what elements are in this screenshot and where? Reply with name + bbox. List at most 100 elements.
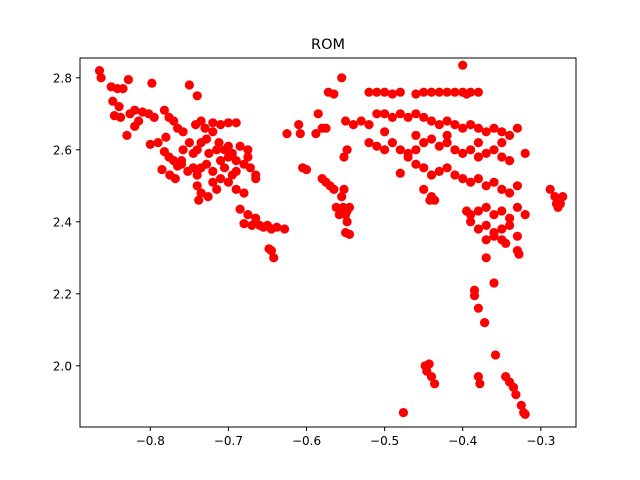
scatter-point [109,111,119,121]
scatter-point [395,145,405,155]
scatter-point [419,112,429,122]
scatter-point [387,138,397,148]
scatter-point [231,184,241,194]
scatter-point [473,174,483,184]
scatter-point [475,379,485,389]
scatter-point [203,192,213,202]
scatter-point [411,159,421,169]
scatter-point [192,91,202,101]
scatter-point [430,195,440,205]
scatter-point [545,184,555,194]
scatter-point [466,217,476,227]
scatter-point [458,123,468,133]
scatter-point [201,134,212,144]
scatter-point [512,123,523,133]
scatter-point [266,246,276,256]
scatter-point [295,129,305,139]
scatter-point [481,253,491,263]
scatter-point [192,170,202,180]
scatter-point [395,168,405,178]
scatter-point [313,109,323,119]
scatter-point [489,210,499,220]
scatter-point [481,235,491,245]
scatter-point [223,152,233,162]
scatter-point [411,89,421,99]
scatter-point [550,192,560,202]
scatter-point [473,138,483,148]
scatter-point [469,291,480,301]
scatter-point [411,130,421,140]
scatter-point [219,163,230,173]
scatter-point [489,177,499,187]
scatter-point [342,145,352,155]
scatter-point [426,116,437,126]
x-tick-label: −0.4 [448,434,477,448]
scatter-point [272,222,282,232]
scatter-point [364,138,374,148]
scatter-point [450,145,460,155]
y-tick-label: 2.0 [53,359,72,373]
scatter-point [159,105,169,115]
scatter-point [208,118,218,128]
scatter-point [94,66,105,76]
scatter-point [520,210,530,220]
y-tick-label: 2.4 [53,215,72,229]
scatter-point [403,112,413,122]
scatter-point [481,220,491,230]
scatter-point [426,134,437,144]
scatter-point [149,112,159,122]
scatter-point [466,120,476,130]
scatter-point [424,359,434,369]
scatter-point [311,129,321,139]
x-tick-label: −0.8 [136,434,165,448]
scatter-point [227,170,237,180]
scatter-point [497,127,507,137]
scatter-point [466,177,476,187]
scatter-point [235,204,245,214]
scatter-point [183,166,193,176]
scatter-point [321,123,331,133]
scatter-point [395,87,405,97]
scatter-point [208,177,218,187]
scatter-point [344,202,355,212]
scatter-point [411,145,421,155]
scatter-point [466,210,476,220]
scatter-point [497,152,507,162]
scatter-point [231,156,241,166]
scatter-point [130,121,140,131]
scatter-point [497,138,507,148]
scatter-point [214,138,224,148]
scatter-point [223,177,233,187]
scatter-point [247,220,257,230]
scatter-point [520,148,530,158]
scatter-point [473,372,483,382]
scatter-point [489,231,499,241]
x-tick-label: −0.3 [526,434,555,448]
scatter-point [511,390,521,400]
scatter-point [555,199,566,209]
scatter-point [426,170,437,180]
scatter-point [442,163,452,173]
scatter-point [466,145,476,155]
scatter-point [216,120,226,130]
scatter-point [419,184,429,194]
scatter-point [480,318,490,328]
x-tick-label: −0.7 [214,434,243,448]
scatter-point [329,184,339,194]
scatter-point [341,116,351,126]
scatter-point [223,118,233,128]
scatter-point [178,145,188,155]
scatter-point [145,139,155,149]
scatter-point [243,145,253,155]
scatter-point [192,181,202,191]
scatter-point [481,127,491,137]
scatter-point [235,141,245,151]
scatter-point [489,123,499,133]
scatter-point [114,102,124,112]
scatter-point [123,75,133,85]
scatter-point [380,127,390,137]
scatter-point [269,253,279,263]
scatter-point [334,210,344,220]
scatter-point [434,120,444,130]
scatter-point [450,87,460,97]
